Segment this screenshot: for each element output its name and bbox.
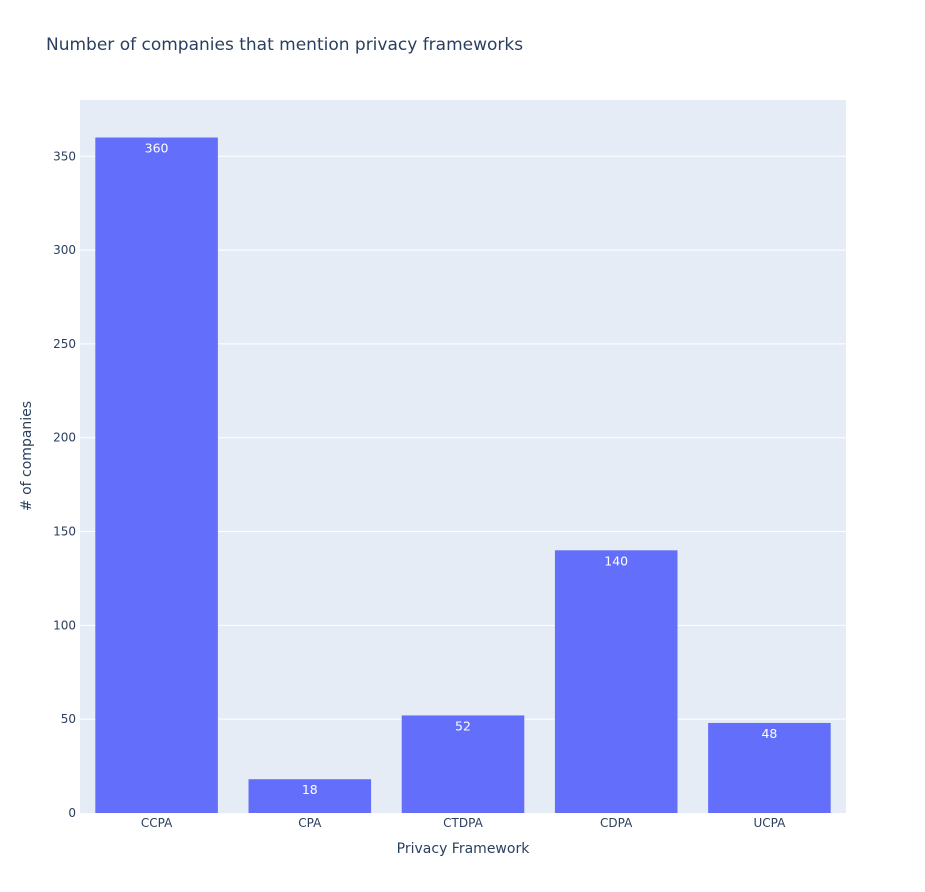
chart-title: Number of companies that mention privacy… — [46, 35, 523, 55]
x-tick-label: CCPA — [141, 816, 173, 830]
bar-value-label: 140 — [604, 553, 628, 568]
x-tick-label: CDPA — [600, 816, 633, 830]
y-tick-label: 350 — [53, 149, 76, 163]
y-axis-ticks: 0 50 100 150 200 250 300 350 — [53, 149, 76, 820]
y-tick-label: 0 — [68, 806, 76, 820]
bar-value-label: 52 — [455, 718, 471, 733]
bar-value-label: 18 — [302, 782, 318, 797]
bar — [708, 722, 831, 813]
bar — [401, 715, 525, 813]
x-tick-label: CTDPA — [443, 816, 483, 830]
bar — [554, 550, 678, 813]
x-axis-ticks: CCPA CPA CTDPA CDPA UCPA — [141, 816, 786, 830]
y-tick-label: 250 — [53, 337, 76, 351]
y-axis-title: # of companies — [19, 401, 35, 511]
bars — [95, 137, 831, 814]
bar-value-label: 360 — [145, 141, 169, 156]
x-axis-title: Privacy Framework — [397, 841, 531, 857]
bar-value-label: 48 — [761, 726, 777, 741]
y-tick-label: 100 — [53, 618, 76, 632]
x-tick-label: UCPA — [753, 816, 786, 830]
y-tick-label: 300 — [53, 243, 76, 257]
bar — [95, 137, 218, 814]
bar-labels: 360 18 52 140 48 — [145, 141, 778, 798]
bar — [248, 779, 372, 813]
y-tick-label: 200 — [53, 431, 76, 445]
y-tick-label: 150 — [53, 525, 76, 539]
y-tick-label: 50 — [61, 712, 76, 726]
x-tick-label: CPA — [298, 816, 322, 830]
